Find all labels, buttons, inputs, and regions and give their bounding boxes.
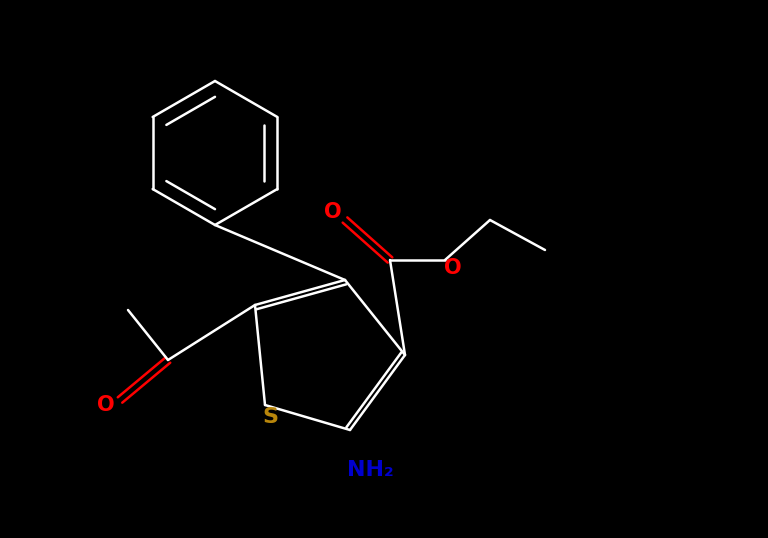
Text: O: O xyxy=(444,258,462,278)
Text: O: O xyxy=(98,395,114,415)
Text: S: S xyxy=(262,407,278,427)
Text: NH₂: NH₂ xyxy=(346,460,393,480)
Text: O: O xyxy=(324,202,342,222)
